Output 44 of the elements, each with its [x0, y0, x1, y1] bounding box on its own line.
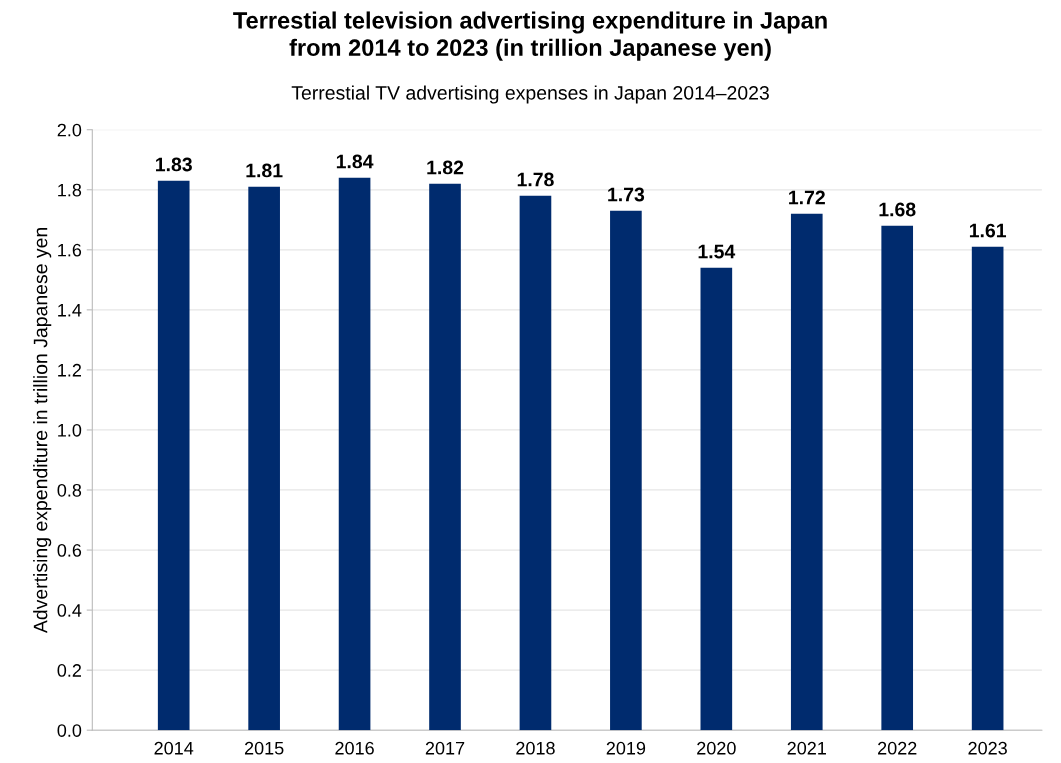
x-tick-label: 2019 — [606, 741, 646, 755]
chart-subtitle: Terrestial TV advertising expenses in Japan 2014–2023 — [291, 85, 769, 104]
y-tick-label: 0.6 — [57, 543, 82, 557]
y-tick-label: 0.2 — [57, 664, 81, 677]
bar — [519, 195, 552, 731]
x-tick-label: 2016 — [335, 741, 374, 755]
x-tick-label: 2022 — [878, 741, 917, 755]
x-tick-label: 2018 — [516, 741, 555, 755]
y-tick-label: 1.6 — [58, 243, 82, 257]
x-tick-label: 2023 — [968, 741, 1007, 755]
y-tick-label: 1.0 — [58, 423, 82, 437]
bar — [790, 213, 823, 731]
bar — [971, 246, 1004, 731]
chart-title: Terrestial television advertising expenditure in Japan from 2014 to 2023 (in trillion Japanese yen) — [233, 11, 827, 61]
bar — [157, 180, 190, 731]
y-tick-label: 1.2 — [58, 363, 81, 377]
data-label: 1.81 — [246, 163, 283, 178]
bar — [248, 186, 280, 731]
data-label: 1.82 — [427, 160, 464, 175]
x-tick-label: 2017 — [425, 741, 465, 755]
data-label: 1.54 — [698, 244, 736, 259]
data-label: 1.78 — [517, 172, 554, 187]
bar — [429, 183, 461, 731]
data-label: 1.84 — [336, 154, 374, 169]
y-tick-label: 1.8 — [58, 183, 82, 197]
y-tick-label: 0.4 — [57, 604, 82, 617]
bar — [338, 177, 371, 731]
data-label: 1.73 — [608, 187, 645, 202]
x-tick-label: 2015 — [244, 741, 284, 755]
y-tick-label: 2.0 — [57, 123, 82, 137]
data-label: 1.83 — [156, 157, 192, 172]
x-tick-label: 2021 — [787, 741, 826, 755]
y-axis-title: Advertising expenditure in trillion Japanese yen — [33, 227, 52, 634]
x-tick-label: 2020 — [697, 741, 736, 755]
bar — [881, 225, 914, 731]
data-label: 1.68 — [879, 202, 916, 217]
bar — [610, 210, 642, 731]
y-tick-label: 1.4 — [58, 303, 82, 317]
y-tick-label: 0.8 — [57, 483, 82, 497]
y-tick-label: 0.0 — [57, 724, 82, 737]
data-label: 1.61 — [969, 223, 1007, 238]
x-tick-label: 2014 — [154, 741, 194, 755]
bar — [700, 267, 733, 731]
data-label: 1.72 — [789, 190, 825, 205]
